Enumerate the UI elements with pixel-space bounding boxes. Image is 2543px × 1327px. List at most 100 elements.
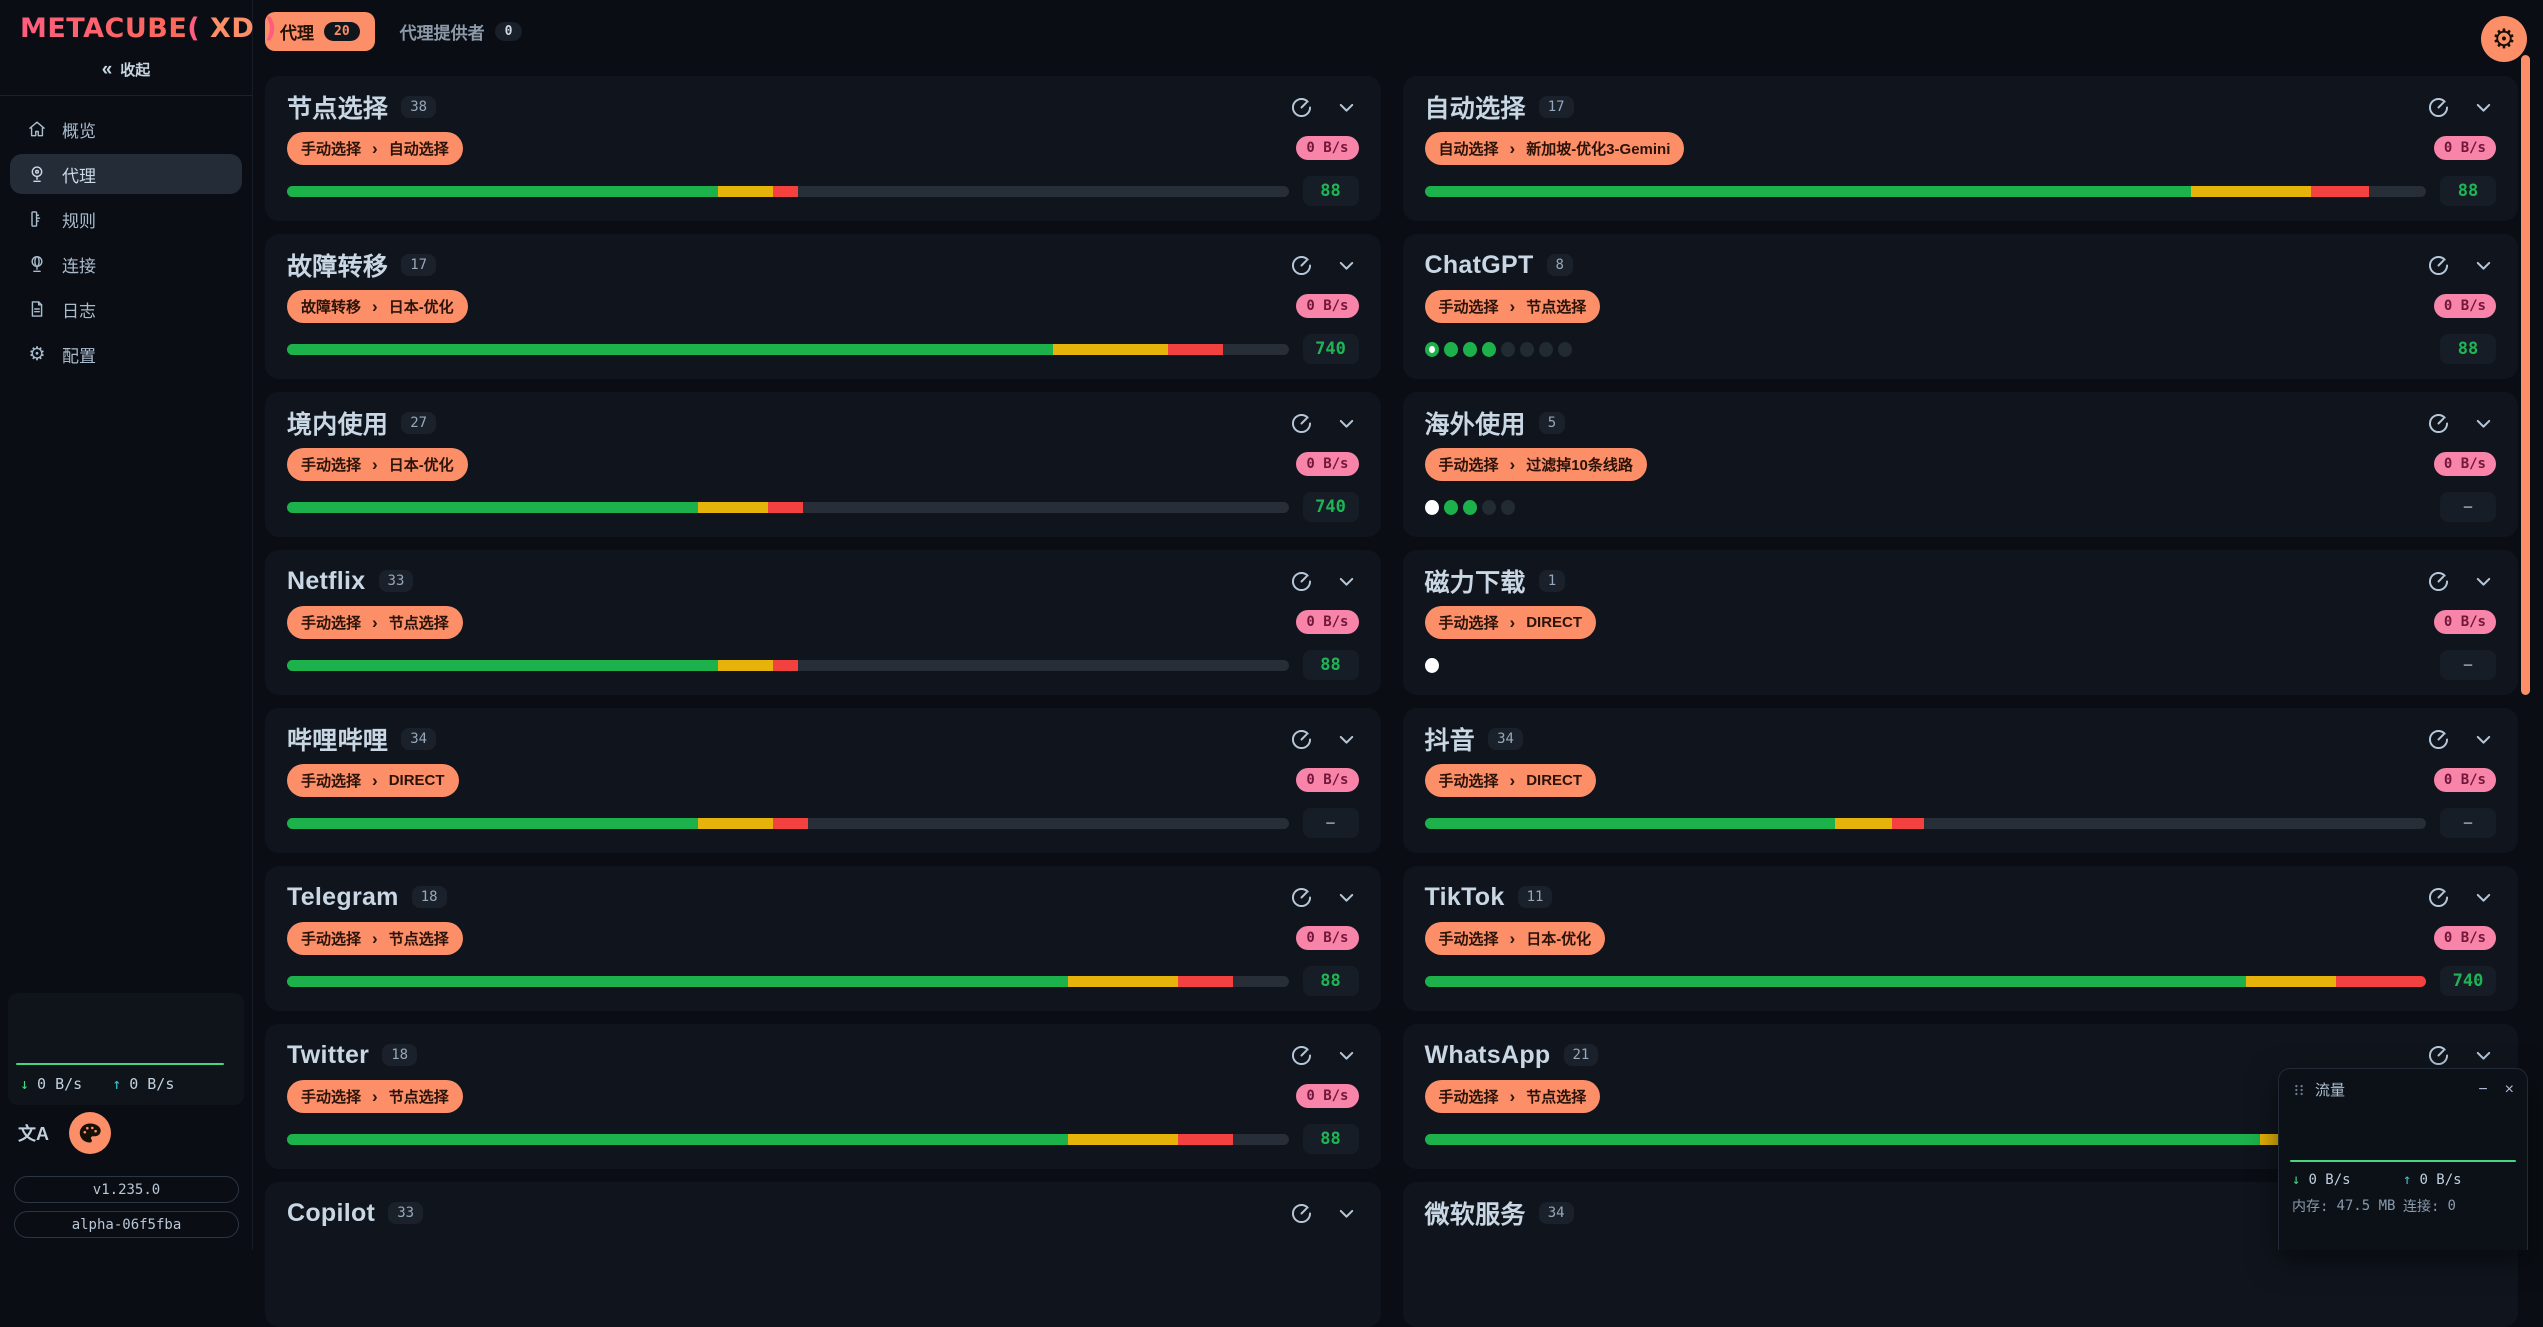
expand-button[interactable]: [2471, 727, 2496, 752]
sidebar-item-logs[interactable]: 日志: [10, 289, 242, 329]
latency-test-button[interactable]: [1289, 727, 1314, 752]
group-header: 海外使用 5: [1425, 407, 2497, 439]
group-count-badge: 18: [382, 1044, 418, 1066]
expand-button[interactable]: [2471, 569, 2496, 594]
latency-test-button[interactable]: [2426, 1043, 2451, 1068]
group-latency-row: 88: [287, 650, 1359, 680]
selected-node-pill[interactable]: 手动选择 › DIRECT: [1424, 763, 1597, 797]
sidebar-item-proxies[interactable]: 代理: [10, 154, 242, 194]
latency-test-button[interactable]: [2426, 885, 2451, 910]
selected-node-label: 日本-优化: [1526, 930, 1592, 948]
expand-button[interactable]: [1334, 253, 1359, 278]
chevron-down-icon: [2476, 1051, 2491, 1060]
sidebar-item-config[interactable]: ⚙ 配置: [28, 343, 96, 366]
group-name: 节点选择: [287, 95, 389, 123]
traffic-chart: [2290, 1106, 2516, 1162]
group-selector-row: 故障转移 › 日本-优化 0 B/s: [287, 289, 1359, 323]
latency-test-button[interactable]: [2426, 95, 2451, 120]
latency-test-button[interactable]: [1289, 253, 1314, 278]
expand-button[interactable]: [1334, 569, 1359, 594]
latency-test-button[interactable]: [2426, 569, 2451, 594]
expand-button[interactable]: [2471, 253, 2496, 278]
latency-test-button[interactable]: [1289, 1043, 1314, 1068]
group-latency-row: 88: [287, 176, 1359, 206]
group-count-badge: 34: [1488, 728, 1523, 750]
expand-button[interactable]: [1334, 95, 1359, 120]
sidebar-item-connections[interactable]: 连接: [10, 244, 242, 284]
expand-button[interactable]: [2471, 1043, 2496, 1068]
selected-node-pill[interactable]: 手动选择 › 节点选择: [287, 1079, 463, 1113]
tab-providers[interactable]: 代理提供者 0: [385, 12, 538, 51]
gauge-icon: [1291, 571, 1311, 591]
latency-test-button[interactable]: [1289, 569, 1314, 594]
group-name: WhatsApp: [1424, 1040, 1551, 1069]
selected-node-pill[interactable]: 自动选择 › 新加坡-优化3-Gemini: [1424, 131, 1685, 165]
selected-node-pill[interactable]: 手动选择 › 节点选择: [1424, 289, 1601, 323]
selected-node-pill[interactable]: 手动选择 › DIRECT: [1424, 605, 1597, 639]
selected-node-pill[interactable]: 手动选择 › DIRECT: [287, 763, 459, 797]
expand-button[interactable]: [1334, 1043, 1359, 1068]
latency-bar-segment-yellow: [1068, 975, 1179, 987]
group-name: 境内使用: [287, 411, 389, 439]
tab-proxies[interactable]: 代理 20: [265, 12, 375, 51]
selected-node-pill[interactable]: 手动选择 › 节点选择: [1424, 1079, 1601, 1113]
drag-handle-icon[interactable]: [2292, 1083, 2306, 1097]
tab-proxies-count: 20: [324, 22, 360, 41]
latency-value: 88: [1302, 966, 1359, 996]
sidebar-item-rules[interactable]: 规则: [10, 199, 242, 239]
group-header: 自动选择 17: [1425, 91, 2497, 123]
latency-test-button[interactable]: [2426, 727, 2451, 752]
group-title: 自动选择 17: [1425, 89, 1574, 125]
translate-icon: 文A: [18, 1124, 49, 1144]
gauge-icon: [2428, 887, 2449, 907]
group-count-badge: 8: [1546, 254, 1573, 276]
selected-node-pill[interactable]: 手动选择 › 节点选择: [287, 921, 463, 955]
node-dots: [1424, 657, 2427, 673]
expand-button[interactable]: [1334, 885, 1359, 910]
latency-test-button[interactable]: [1289, 411, 1314, 436]
expand-button[interactable]: [1334, 727, 1359, 752]
expand-button[interactable]: [1334, 1201, 1359, 1226]
divider: [0, 95, 252, 96]
group-title: 故障转移 17: [287, 247, 437, 283]
node-dot-white: [1424, 657, 1439, 673]
language-switch-button[interactable]: 文A: [18, 1120, 49, 1146]
latency-test-button[interactable]: [2426, 253, 2451, 278]
group-name: Telegram: [287, 882, 399, 911]
theme-palette-button[interactable]: [69, 1112, 111, 1154]
group-name: ChatGPT: [1424, 250, 1534, 279]
latency-test-button[interactable]: [1289, 95, 1314, 120]
latency-test-button[interactable]: [1289, 885, 1314, 910]
expand-button[interactable]: [2471, 885, 2496, 910]
group-selector-row: 手动选择 › 节点选择 0 B/s: [287, 1079, 1359, 1113]
scrollbar-thumb[interactable]: [2521, 55, 2530, 695]
selected-node-pill[interactable]: 手动选择 › 日本-优化: [1424, 921, 1606, 955]
expand-button[interactable]: [2471, 411, 2496, 436]
minimize-button[interactable]: −: [2478, 1080, 2488, 1098]
latency-bar-segment-yellow: [1053, 343, 1169, 355]
selected-node-pill[interactable]: 手动选择 › 日本-优化: [287, 447, 468, 481]
rate-badge: 0 B/s: [2433, 452, 2496, 476]
selected-node-pill[interactable]: 手动选择 › 节点选择: [287, 605, 463, 639]
latency-test-button[interactable]: [1289, 1201, 1314, 1226]
selector-group-label: 手动选择: [1438, 456, 1499, 474]
latency-bar-segment-red: [2335, 975, 2426, 987]
selected-node-label: 新加坡-优化3-Gemini: [1526, 140, 1671, 158]
sidebar-item-overview[interactable]: 概览: [10, 109, 242, 149]
core-version-button[interactable]: v1.235.0: [14, 1176, 239, 1203]
node-dot-green: [1462, 341, 1477, 357]
collapse-sidebar-button[interactable]: « 收起: [0, 59, 252, 80]
selected-node-label: 节点选择: [1526, 298, 1587, 316]
close-icon[interactable]: ×: [2504, 1080, 2514, 1098]
latency-test-button[interactable]: [2426, 411, 2451, 436]
selected-node-pill[interactable]: 手动选择 › 过滤掉10条线路: [1424, 447, 1647, 481]
selected-node-pill[interactable]: 手动选择 › 自动选择: [287, 131, 463, 165]
chevron-right-icon: ›: [372, 296, 378, 316]
ui-version-button[interactable]: alpha-06f5fba: [14, 1211, 239, 1238]
expand-button[interactable]: [1334, 411, 1359, 436]
rate-badge: 0 B/s: [1296, 768, 1359, 792]
expand-button[interactable]: [2471, 95, 2496, 120]
selected-node-pill[interactable]: 故障转移 › 日本-优化: [287, 289, 468, 323]
settings-button[interactable]: ⚙: [2481, 16, 2527, 62]
group-title: 海外使用 5: [1425, 405, 1566, 441]
